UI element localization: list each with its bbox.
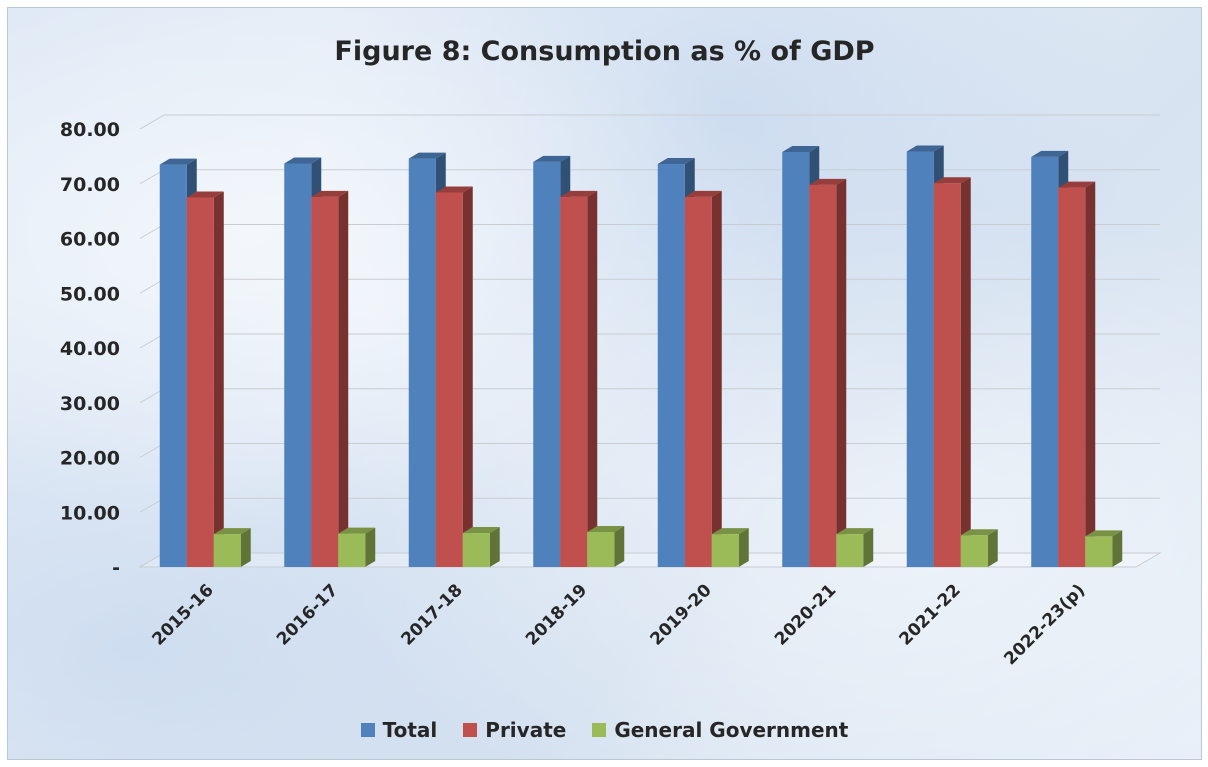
bar-general-government (213, 528, 251, 567)
chart-legend: Total Private General Government (8, 718, 1201, 742)
bar-general-government (960, 529, 998, 567)
chart-title: Figure 8: Consumption as % of GDP (334, 36, 875, 67)
legend-label: Total (382, 718, 438, 742)
x-tick-label: 2021-22 (895, 580, 964, 649)
legend-swatch (360, 723, 375, 737)
legend-swatch (592, 723, 607, 737)
y-tick-label: - (112, 557, 120, 579)
bar-general-government (711, 528, 749, 567)
y-tick-label: 50.00 (60, 283, 120, 305)
bar-private (560, 190, 598, 567)
y-tick-label: 20.00 (60, 448, 120, 470)
bar-private (933, 177, 971, 567)
bar-private (311, 190, 349, 567)
x-tick-label: 2019-20 (646, 580, 715, 649)
bar-private (435, 186, 473, 567)
legend-item: Total (360, 718, 438, 742)
x-tick-label: 2020-21 (771, 580, 840, 649)
bar-general-government (338, 527, 376, 567)
bar-general-government (462, 527, 500, 567)
chart-frame: Figure 8: Consumption as % of GDP - 10.00… (7, 7, 1202, 760)
bar-general-government (1085, 530, 1123, 567)
y-tick-label: 70.00 (60, 174, 120, 196)
y-tick-label: 10.00 (60, 502, 120, 524)
gridline-side (139, 114, 165, 130)
bar-private (186, 191, 224, 567)
bar-general-government (836, 528, 874, 567)
chart-plot-area: - 10.00 20.00 30.00 40.00 50.00 60.00 70.00 80.0… (60, 114, 1162, 669)
bar-general-government (587, 525, 625, 567)
y-tick-label: 60.00 (60, 229, 120, 251)
legend-swatch (463, 723, 478, 737)
legend-item: General Government (592, 718, 848, 742)
bar-private (684, 190, 722, 567)
x-tick-label: 2016-17 (273, 580, 342, 649)
legend-label: General Government (614, 718, 849, 742)
legend-item: Private (463, 718, 566, 742)
legend-label: Private (485, 718, 567, 742)
bar-private (1058, 181, 1096, 567)
bar-private (809, 178, 847, 567)
x-tick-label: 2015-16 (148, 580, 217, 649)
y-tick-label: 80.00 (60, 119, 120, 141)
x-tick-label: 2018-19 (522, 580, 591, 649)
y-tick-label: 40.00 (60, 338, 120, 360)
y-tick-label: 30.00 (60, 393, 120, 415)
x-tick-label: 2022-23(p) (1000, 580, 1089, 669)
x-tick-label: 2017-18 (397, 580, 466, 649)
